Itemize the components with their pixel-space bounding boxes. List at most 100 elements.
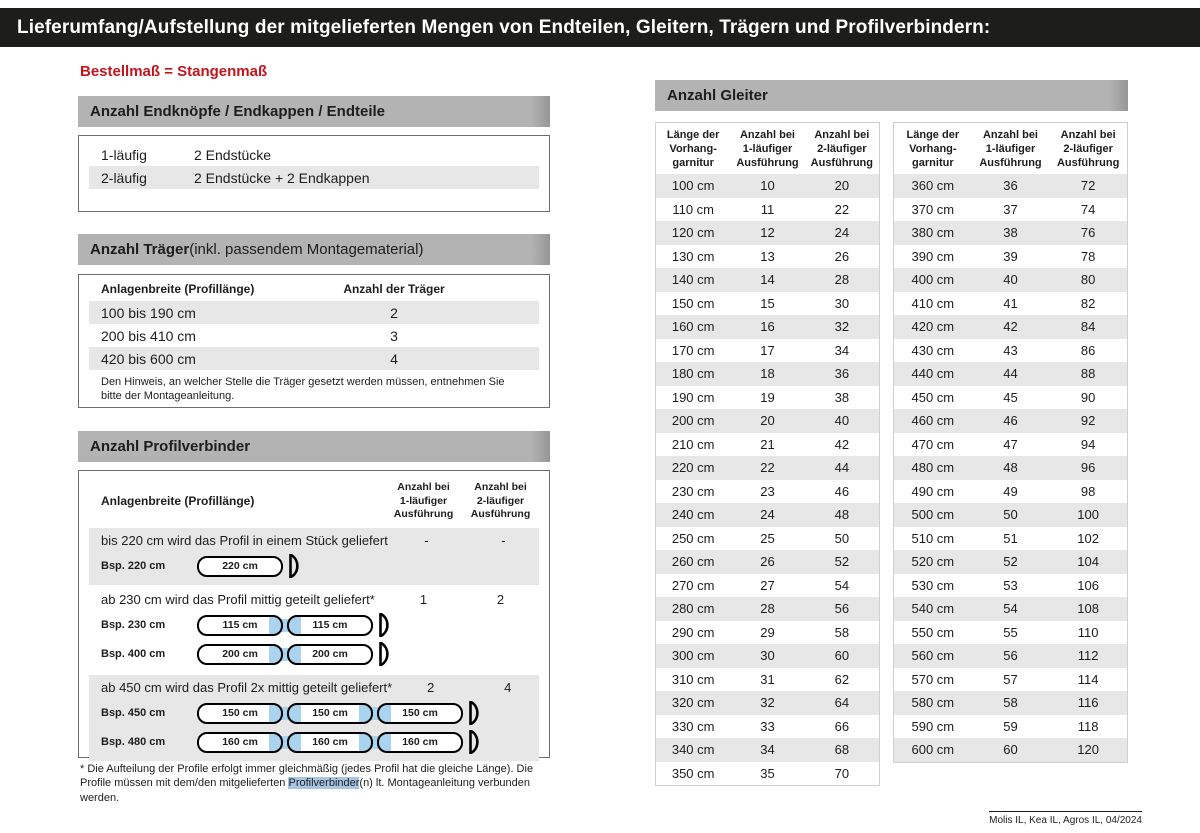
length-cell: 580 cm xyxy=(911,695,955,711)
gleiter-table-1: Länge der Vorhang-garnitur Anzahl bei 1-lä… xyxy=(655,122,880,787)
gleiter-row: 250 cm 25 50 xyxy=(656,527,879,551)
count-two-run-cell: 48 xyxy=(834,507,850,523)
end-cap-icon xyxy=(289,554,299,579)
count-one-run-cell: 15 xyxy=(760,295,775,311)
count-two-run-cell: 26 xyxy=(834,248,850,264)
count-one-run-cell: 27 xyxy=(760,577,775,593)
count-two-run-cell: 60 xyxy=(834,648,850,664)
footnote-text-pre: * Die Aufteilung der Profile erfolgt imm… xyxy=(80,763,534,790)
gleiter-row: 510 cm 51 102 xyxy=(894,527,1127,551)
count-two-run-cell: 28 xyxy=(834,272,850,288)
end-cap-icon xyxy=(379,613,389,638)
example-label: Bsp. 220 cm xyxy=(101,560,166,573)
count-one-run-cell: 24 xyxy=(760,507,775,523)
length-cell: 250 cm xyxy=(671,530,715,546)
gleiter-table-2-header: Länge der Vorhang-garnitur Anzahl bei 1-lä… xyxy=(894,123,1127,174)
count-two-run-cell: 76 xyxy=(1080,225,1096,241)
count-one-run-cell: 12 xyxy=(760,225,775,241)
gleiter-row: 150 cm 15 30 xyxy=(656,292,879,316)
section-traeger-bar: Anzahl Träger (inkl. passendem Montagema… xyxy=(78,234,550,265)
width-range: 420 bis 600 cm xyxy=(101,350,196,367)
gleiter-two-run-header: Anzahl bei 2-läufiger Ausführung xyxy=(810,129,873,170)
count-one-run-cell: 11 xyxy=(760,201,775,217)
count-two-run-cell: 94 xyxy=(1080,436,1096,452)
count-two-run-cell: 116 xyxy=(1077,695,1099,711)
traeger-count: 3 xyxy=(390,327,398,344)
endpieces-box: 1-läufig 2 Endstücke 2-läufig 2 Endstücke +… xyxy=(78,135,550,212)
count-one-run-cell: 58 xyxy=(1003,695,1018,711)
length-cell: 400 cm xyxy=(911,272,955,288)
length-cell: 550 cm xyxy=(911,624,955,640)
count-two-run-cell: 86 xyxy=(1080,342,1096,358)
count-one-run-cell: 16 xyxy=(760,319,775,335)
length-cell: 160 cm xyxy=(671,319,715,335)
gleiter-row: 460 cm 46 92 xyxy=(894,409,1127,433)
length-cell: 230 cm xyxy=(671,483,715,499)
gleiter-table-1-header: Länge der Vorhang-garnitur Anzahl bei 1-lä… xyxy=(656,123,879,174)
pv-count-two-run: 4 xyxy=(504,679,512,695)
count-two-run-cell: 54 xyxy=(834,577,850,593)
count-two-run-cell: 52 xyxy=(834,554,850,570)
gleiter-row: 120 cm 12 24 xyxy=(656,221,879,245)
count-one-run-cell: 60 xyxy=(1003,742,1018,758)
pv-col-left-header: Anlagenbreite (Profillänge) xyxy=(101,494,255,509)
count-two-run-cell: 112 xyxy=(1077,648,1099,664)
count-one-run-cell: 18 xyxy=(760,366,775,382)
gleiter-row: 380 cm 38 76 xyxy=(894,221,1127,245)
traeger-rows: 100 bis 190 cm 2 200 bis 410 cm 3 420 bis 60… xyxy=(89,301,539,370)
count-one-run-cell: 53 xyxy=(1003,577,1018,593)
count-two-run-cell: 42 xyxy=(834,436,850,452)
count-two-run-cell: 50 xyxy=(834,530,850,546)
pv-example-row: Bsp. 480 cm 160 cm 160 cm 160 cm xyxy=(89,728,539,757)
count-two-run-cell: 88 xyxy=(1080,366,1096,382)
variant-label: 2-läufig xyxy=(101,169,147,186)
length-cell: 480 cm xyxy=(911,460,955,476)
length-cell: 510 cm xyxy=(911,530,955,546)
count-one-run-cell: 41 xyxy=(1003,295,1018,311)
profile-segment: 160 cm xyxy=(377,731,463,753)
count-one-run-cell: 57 xyxy=(1003,671,1018,687)
gleiter-row: 330 cm 33 66 xyxy=(656,715,879,739)
count-one-run-cell: 44 xyxy=(1003,366,1018,382)
count-one-run-cell: 49 xyxy=(1003,483,1018,499)
footer-product-note: Molis IL, Kea IL, Agros IL, 04/2024 xyxy=(989,811,1142,826)
gleiter-row: 600 cm 60 120 xyxy=(894,738,1127,762)
pv-count-one-run: 1 xyxy=(419,591,428,607)
profile-rod-diagram: 220 cm xyxy=(197,553,301,579)
length-cell: 140 cm xyxy=(671,272,715,288)
pv-rule-row: ab 450 cm wird das Profil 2x mittig gete… xyxy=(89,676,539,699)
count-two-run-cell: 104 xyxy=(1077,554,1099,570)
gleiter-row: 500 cm 50 100 xyxy=(894,503,1127,527)
count-two-run-cell: 24 xyxy=(834,225,850,241)
gleiter-row: 170 cm 17 34 xyxy=(656,339,879,363)
length-cell: 420 cm xyxy=(911,319,955,335)
count-two-run-cell: 38 xyxy=(834,389,850,405)
profilverbinder-box: Anlagenbreite (Profillänge) Anzahl bei 1-… xyxy=(78,470,550,761)
gleiter-table-2: Länge der Vorhang-garnitur Anzahl bei 1-lä… xyxy=(893,122,1128,763)
traeger-col2-header: Anzahl der Träger xyxy=(343,282,445,296)
pv-example-row: Bsp. 450 cm 150 cm 150 cm 150 cm xyxy=(89,699,539,728)
profile-segment: 200 cm xyxy=(287,643,373,665)
section-traeger-subtitle: (inkl. passendem Montagematerial) xyxy=(189,241,424,258)
pv-footnote: * Die Aufteilung der Profile erfolgt imm… xyxy=(80,762,550,805)
count-one-run-cell: 17 xyxy=(760,342,775,358)
gleiter-rows-2: 360 cm 36 72 370 cm 37 74 380 cm 38 76 390 cm 39 78… xyxy=(894,174,1127,762)
count-one-run-cell: 25 xyxy=(760,530,775,546)
count-one-run-cell: 55 xyxy=(1003,624,1018,640)
pv-count-two-run: 2 xyxy=(496,591,505,607)
length-cell: 130 cm xyxy=(671,248,715,264)
profile-rod-diagram: 115 cm 115 cm xyxy=(197,612,391,638)
pv-example-row: Bsp. 220 cm 220 cm xyxy=(89,552,539,581)
section-gleiter-bar: Anzahl Gleiter xyxy=(655,80,1128,111)
traeger-col1-header: Anlagenbreite (Profillänge) xyxy=(101,282,255,296)
count-one-run-cell: 14 xyxy=(760,272,775,288)
length-cell: 460 cm xyxy=(911,413,955,429)
count-one-run-cell: 52 xyxy=(1003,554,1018,570)
length-cell: 120 cm xyxy=(671,225,715,241)
length-cell: 530 cm xyxy=(911,577,955,593)
gleiter-row: 480 cm 48 96 xyxy=(894,456,1127,480)
example-label: Bsp. 450 cm xyxy=(101,707,166,720)
length-cell: 380 cm xyxy=(911,225,955,241)
variant-value: 2 Endstücke xyxy=(194,146,272,163)
example-label: Bsp. 400 cm xyxy=(101,648,166,661)
